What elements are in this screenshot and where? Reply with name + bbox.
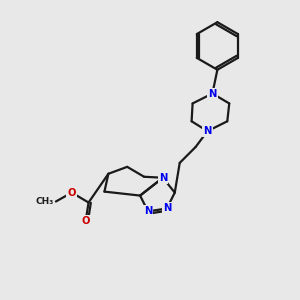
Text: CH₃: CH₃ — [36, 197, 54, 206]
Text: N: N — [159, 173, 167, 183]
Text: O: O — [81, 216, 90, 226]
Text: N: N — [163, 203, 171, 214]
Text: N: N — [203, 126, 212, 136]
Text: N: N — [208, 88, 217, 98]
Text: O: O — [68, 188, 76, 198]
Text: N: N — [144, 206, 152, 216]
